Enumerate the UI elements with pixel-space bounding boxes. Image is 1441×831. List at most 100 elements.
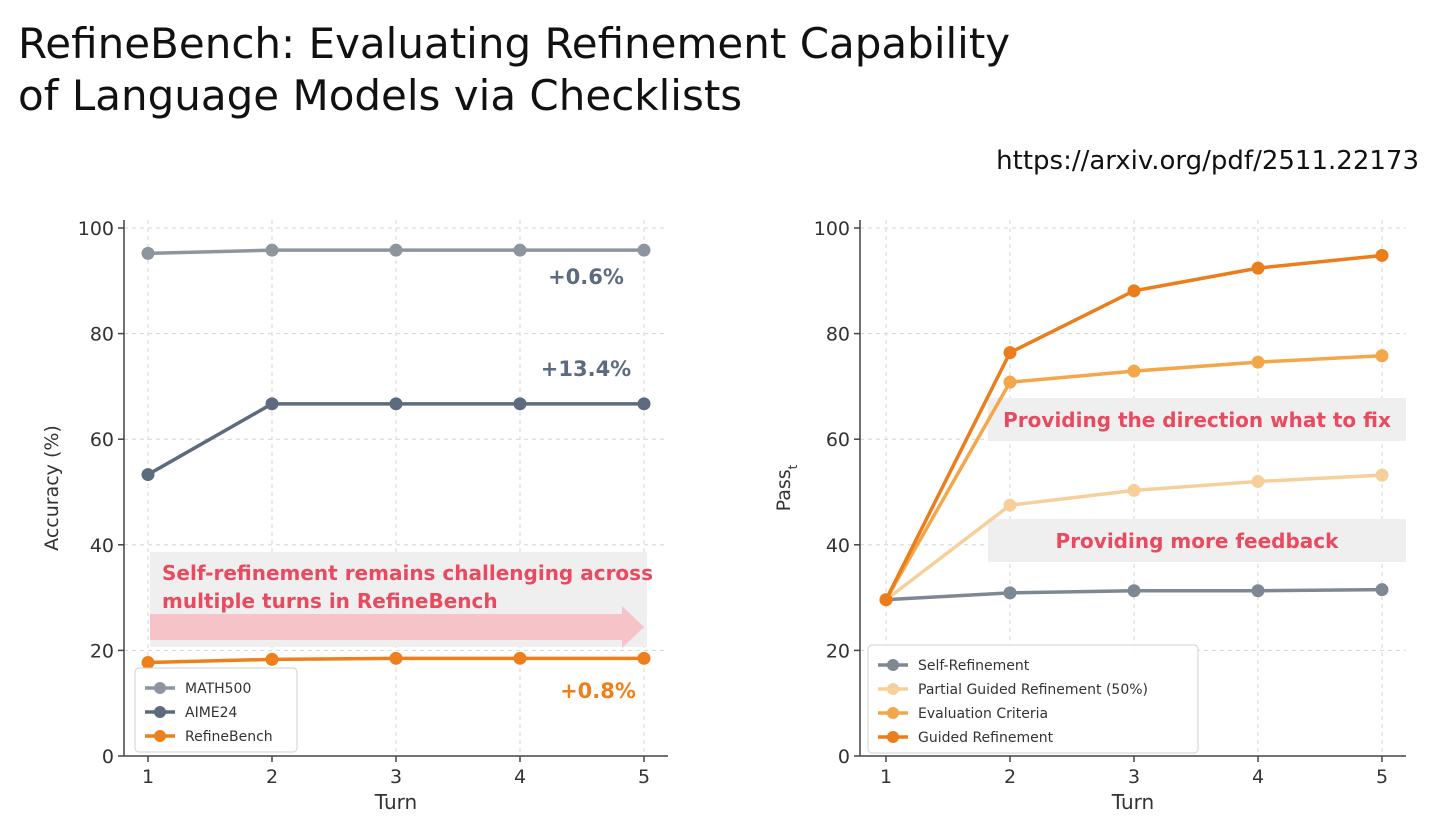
left-annotation-line-1: Self-refinement remains challenging acro… [162, 561, 653, 585]
label-refinebench-gain: +0.8% [560, 679, 636, 703]
accuracy-chart: 0 20 40 60 80 100 1 2 3 4 5 Self-refinement remain… [41, 218, 668, 814]
slide-title-line-1: RefineBench: Evaluating Refinement Capab… [18, 19, 1011, 68]
left-x-tick-label: 3 [390, 766, 402, 788]
left-y-tick-label: 100 [78, 218, 114, 240]
left-axes: 0 20 40 60 80 100 1 2 3 4 5 [78, 218, 668, 788]
left-x-tick-label: 4 [514, 766, 526, 788]
right-series-0 [879, 583, 1389, 607]
right-annotation-top-text: Providing the direction what to fix [1003, 408, 1391, 432]
left-data-point [513, 651, 527, 665]
right-data-point [1127, 364, 1141, 378]
left-data-point [389, 243, 403, 257]
left-data-point [513, 243, 527, 257]
right-data-point [1127, 284, 1141, 298]
right-data-point [1375, 248, 1389, 262]
left-data-point [141, 656, 155, 670]
left-annotation-arrow [150, 606, 644, 648]
right-legend: Self-Refinement Partial Guided Refinement… [867, 644, 1199, 754]
right-y-tick-label: 40 [826, 535, 850, 557]
left-y-tick-label: 0 [102, 746, 114, 768]
left-data-point [389, 651, 403, 665]
right-annotation-top-bg [988, 398, 1406, 441]
right-legend-label: Evaluation Criteria [918, 706, 1048, 722]
right-data-point [1127, 584, 1141, 598]
right-legend-label: Self-Refinement [918, 658, 1030, 674]
right-axes: 0 20 40 60 80 100 1 2 3 4 5 [814, 218, 1406, 788]
left-x-tick-label: 1 [142, 766, 154, 788]
left-legend-marker [154, 706, 166, 718]
paper-url: https://arxiv.org/pdf/2511.22173 [996, 146, 1419, 176]
right-legend-marker [887, 659, 899, 671]
right-data-point [1003, 586, 1017, 600]
left-data-point [389, 397, 403, 411]
right-legend-marker [887, 683, 899, 695]
right-annotation-top: Providing the direction what to fix [988, 398, 1406, 441]
left-y-axis-label: Accuracy (%) [41, 425, 63, 551]
right-annotation-bottom-bg [988, 519, 1406, 562]
right-y-tick-label: 100 [814, 218, 850, 240]
left-x-tick-label: 5 [638, 766, 650, 788]
right-y-tick-label: 80 [826, 324, 850, 346]
left-data-point [637, 651, 651, 665]
right-data-point [1003, 498, 1017, 512]
left-y-tick-label: 40 [90, 535, 114, 557]
right-y-tick-label: 60 [826, 429, 850, 451]
left-data-point [513, 397, 527, 411]
right-x-tick-label: 3 [1128, 766, 1140, 788]
right-legend-marker [887, 731, 899, 743]
label-aime24-gain: +13.4% [541, 357, 631, 381]
right-data-point [1003, 346, 1017, 360]
left-legend-label: AIME24 [185, 705, 238, 721]
left-data-point [265, 243, 279, 257]
right-legend-frame [867, 644, 1199, 754]
left-legend-label: MATH500 [185, 681, 251, 697]
left-legend: MATH500 AIME24 RefineBench [134, 667, 298, 753]
left-data-point [141, 246, 155, 260]
right-x-tick-label: 4 [1252, 766, 1264, 788]
left-data-point [265, 397, 279, 411]
left-data-point [265, 652, 279, 666]
right-x-axis-label: Turn [1111, 790, 1154, 814]
slide-title-line-2: of Language Models via Checklists [18, 71, 743, 120]
right-data-point [1251, 261, 1265, 275]
right-y-axis-label: Passt [773, 464, 800, 511]
right-data-point [1375, 583, 1389, 597]
left-y-tick-label: 60 [90, 429, 114, 451]
right-x-tick-label: 2 [1004, 766, 1016, 788]
left-data-point [637, 397, 651, 411]
right-legend-marker [887, 707, 899, 719]
right-x-tick-label: 5 [1376, 766, 1388, 788]
left-annotation-band: Self-refinement remains challenging acro… [150, 552, 653, 648]
right-series-3 [879, 248, 1389, 607]
right-data-point [1251, 584, 1265, 598]
left-data-point [637, 243, 651, 257]
left-legend-label: RefineBench [185, 729, 273, 745]
right-annotation-bottom: Providing more feedback [988, 519, 1406, 562]
left-series-1 [141, 397, 651, 482]
left-annotation-line-2: multiple turns in RefineBench [162, 589, 498, 613]
label-math500-gain: +0.6% [548, 265, 624, 289]
right-y-axis-label-subscript: t [786, 464, 800, 469]
right-y-tick-label: 0 [838, 746, 850, 768]
right-data-point [1251, 355, 1265, 369]
right-y-tick-label: 20 [826, 640, 850, 662]
left-legend-frame [134, 667, 298, 753]
right-legend-label: Partial Guided Refinement (50%) [918, 682, 1148, 698]
left-data-point [141, 468, 155, 482]
right-x-tick-label: 1 [880, 766, 892, 788]
slide-title: RefineBench: Evaluating Refinement Capab… [18, 18, 1010, 122]
right-data-point [1127, 483, 1141, 497]
left-y-tick-label: 80 [90, 324, 114, 346]
right-annotation-bottom-text: Providing more feedback [1056, 529, 1340, 553]
left-series-2 [141, 651, 651, 670]
left-legend-marker [154, 682, 166, 694]
left-legend-marker [154, 730, 166, 742]
left-series-0 [141, 243, 651, 260]
right-data-point [1375, 349, 1389, 363]
left-x-tick-label: 2 [266, 766, 278, 788]
right-data-point [1003, 375, 1017, 389]
right-legend-label: Guided Refinement [918, 730, 1054, 746]
right-data-point [1375, 468, 1389, 482]
right-data-point [1251, 474, 1265, 488]
